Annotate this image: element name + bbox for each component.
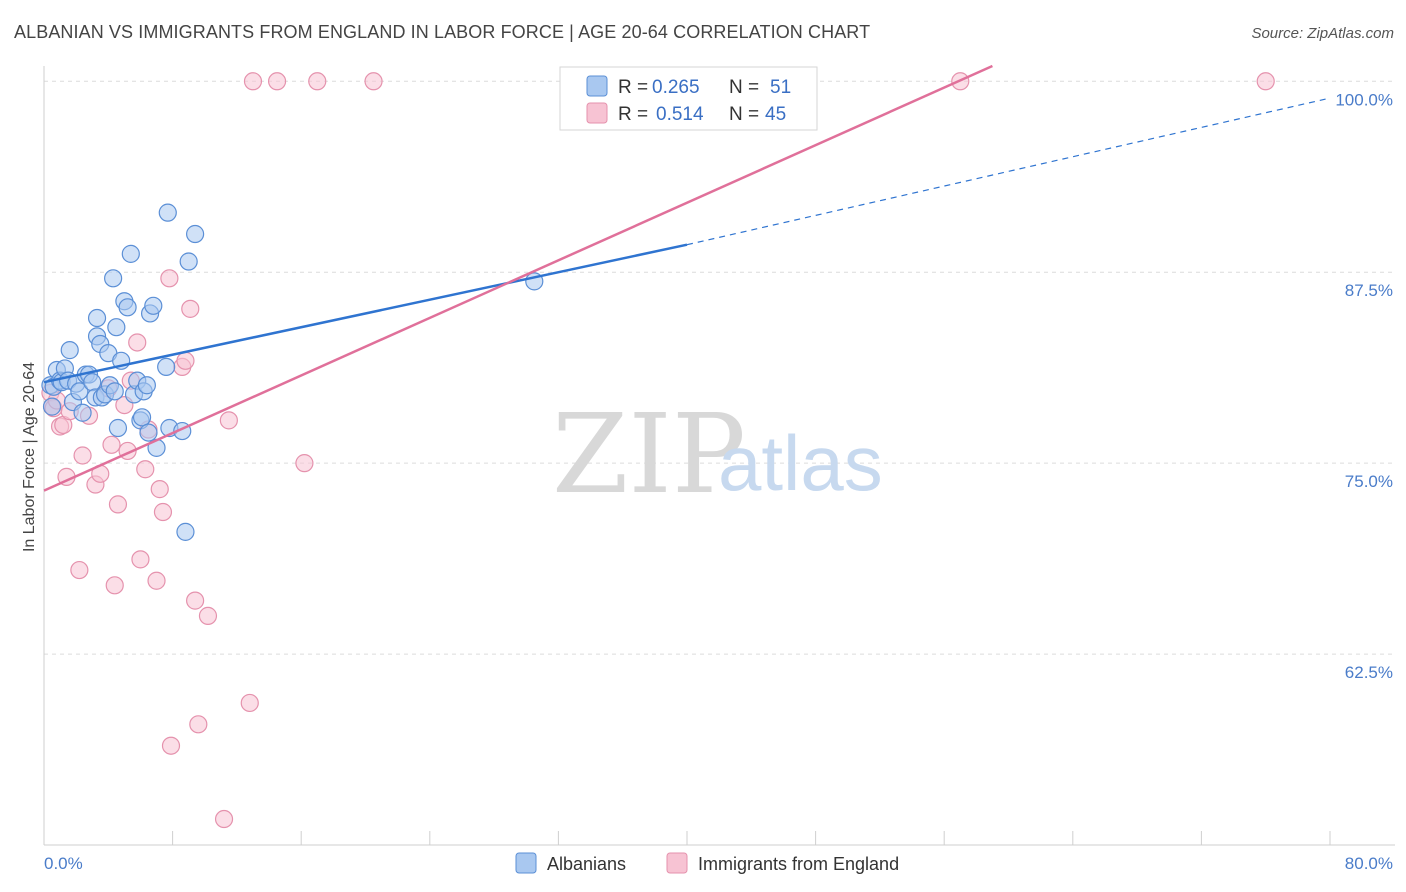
x-tick-label-max: 80.0% bbox=[1345, 854, 1393, 873]
legend-n-value-2: 45 bbox=[765, 104, 786, 125]
bottom-legend-label-albanians: Albanians bbox=[547, 854, 626, 874]
albanian-point-12 bbox=[73, 403, 92, 422]
bottom-legend-swatch-albanians bbox=[515, 852, 537, 874]
england-point-35 bbox=[214, 809, 234, 829]
albanian-point-8 bbox=[60, 341, 79, 360]
albanian-point-26 bbox=[107, 318, 126, 337]
y-axis-title: In Labor Force | Age 20-64 bbox=[21, 362, 38, 552]
albanian-point-46 bbox=[176, 522, 195, 541]
correlation-legend: R = 0.265 N = 51 R = 0.514 N = 45 bbox=[559, 66, 818, 131]
legend-swatch-albanians bbox=[586, 75, 608, 97]
england-point-27 bbox=[160, 269, 179, 288]
england-point-31 bbox=[181, 299, 200, 318]
watermark-atlas: atlas bbox=[718, 419, 883, 507]
england-point-14 bbox=[102, 435, 121, 454]
england-point-44 bbox=[1256, 72, 1275, 91]
england-point-20 bbox=[128, 333, 147, 352]
albanian-point-48 bbox=[186, 224, 205, 244]
england-point-33 bbox=[189, 715, 208, 734]
england-point-22 bbox=[136, 460, 155, 479]
england-point-26 bbox=[153, 502, 173, 522]
albanian-point-24 bbox=[104, 269, 123, 288]
series-albanians bbox=[41, 72, 584, 541]
england-point-15 bbox=[105, 576, 124, 595]
series-legend: Albanians Immigrants from England bbox=[515, 852, 899, 874]
source-credit: Source: ZipAtlas.com bbox=[1251, 25, 1394, 42]
albanian-point-31 bbox=[121, 244, 140, 263]
chart-title: ALBANIAN VS IMMIGRANTS FROM ENGLAND IN L… bbox=[14, 22, 871, 42]
albanian-point-30 bbox=[118, 298, 137, 317]
watermark-zip: ZIP bbox=[552, 390, 746, 518]
albanian-point-2 bbox=[42, 397, 62, 416]
albanian-point-38 bbox=[139, 423, 158, 442]
england-point-34 bbox=[198, 606, 218, 625]
bottom-legend-swatch-england bbox=[666, 852, 688, 874]
england-point-24 bbox=[147, 571, 166, 590]
england-point-42 bbox=[295, 454, 314, 473]
y-tick-label-3: 62.5% bbox=[1345, 663, 1393, 682]
legend-r-value-2: 0.514 bbox=[656, 104, 704, 125]
legend-n-label-2: N = bbox=[729, 104, 759, 125]
axes bbox=[43, 66, 1395, 846]
albanian-point-42 bbox=[157, 357, 176, 377]
england-point-41 bbox=[364, 72, 383, 91]
albanian-point-15 bbox=[83, 373, 102, 392]
albanian-point-43 bbox=[158, 203, 177, 222]
albanian-point-47 bbox=[179, 252, 198, 271]
england-point-28 bbox=[161, 736, 181, 755]
gridlines bbox=[44, 80, 1395, 655]
y-tick-label-0: 100.0% bbox=[1335, 90, 1393, 109]
legend-r-value-1: 0.265 bbox=[652, 77, 700, 98]
england-point-21 bbox=[131, 550, 150, 569]
england-point-25 bbox=[150, 480, 169, 499]
y-tick-label-2: 75.0% bbox=[1345, 472, 1393, 491]
y-tick-labels: 100.0% 87.5% 75.0% 62.5% bbox=[1335, 90, 1393, 682]
albanian-point-35 bbox=[132, 408, 152, 427]
legend-n-label-1: N = bbox=[729, 77, 759, 98]
trend-line-albanians bbox=[43, 243, 688, 384]
y-tick-label-1: 87.5% bbox=[1345, 281, 1393, 300]
england-point-8 bbox=[70, 560, 89, 580]
england-point-9 bbox=[73, 446, 92, 465]
england-point-36 bbox=[219, 411, 238, 430]
england-point-32 bbox=[186, 591, 205, 610]
legend-r-label-2: R = bbox=[618, 104, 648, 125]
england-point-30 bbox=[176, 351, 195, 370]
trend-lines bbox=[43, 64, 1331, 492]
albanian-point-25 bbox=[105, 382, 124, 401]
legend-r-label-1: R = bbox=[618, 77, 648, 98]
albanian-point-11 bbox=[70, 382, 89, 401]
albanian-point-17 bbox=[87, 308, 107, 328]
albanian-point-40 bbox=[144, 296, 163, 315]
albanian-point-27 bbox=[108, 418, 128, 438]
bottom-legend-label-england: Immigrants from England bbox=[698, 854, 899, 874]
england-point-37 bbox=[240, 693, 259, 713]
england-point-38 bbox=[243, 72, 263, 91]
england-point-40 bbox=[308, 72, 327, 91]
england-point-16 bbox=[108, 495, 128, 514]
trend-line-england bbox=[43, 64, 993, 492]
x-tick-label-min: 0.0% bbox=[44, 854, 83, 873]
albanian-point-37 bbox=[137, 376, 156, 395]
watermark: ZIP atlas bbox=[552, 390, 883, 518]
legend-n-value-1: 51 bbox=[770, 77, 791, 98]
england-point-39 bbox=[267, 72, 287, 91]
legend-swatch-england bbox=[586, 102, 608, 124]
